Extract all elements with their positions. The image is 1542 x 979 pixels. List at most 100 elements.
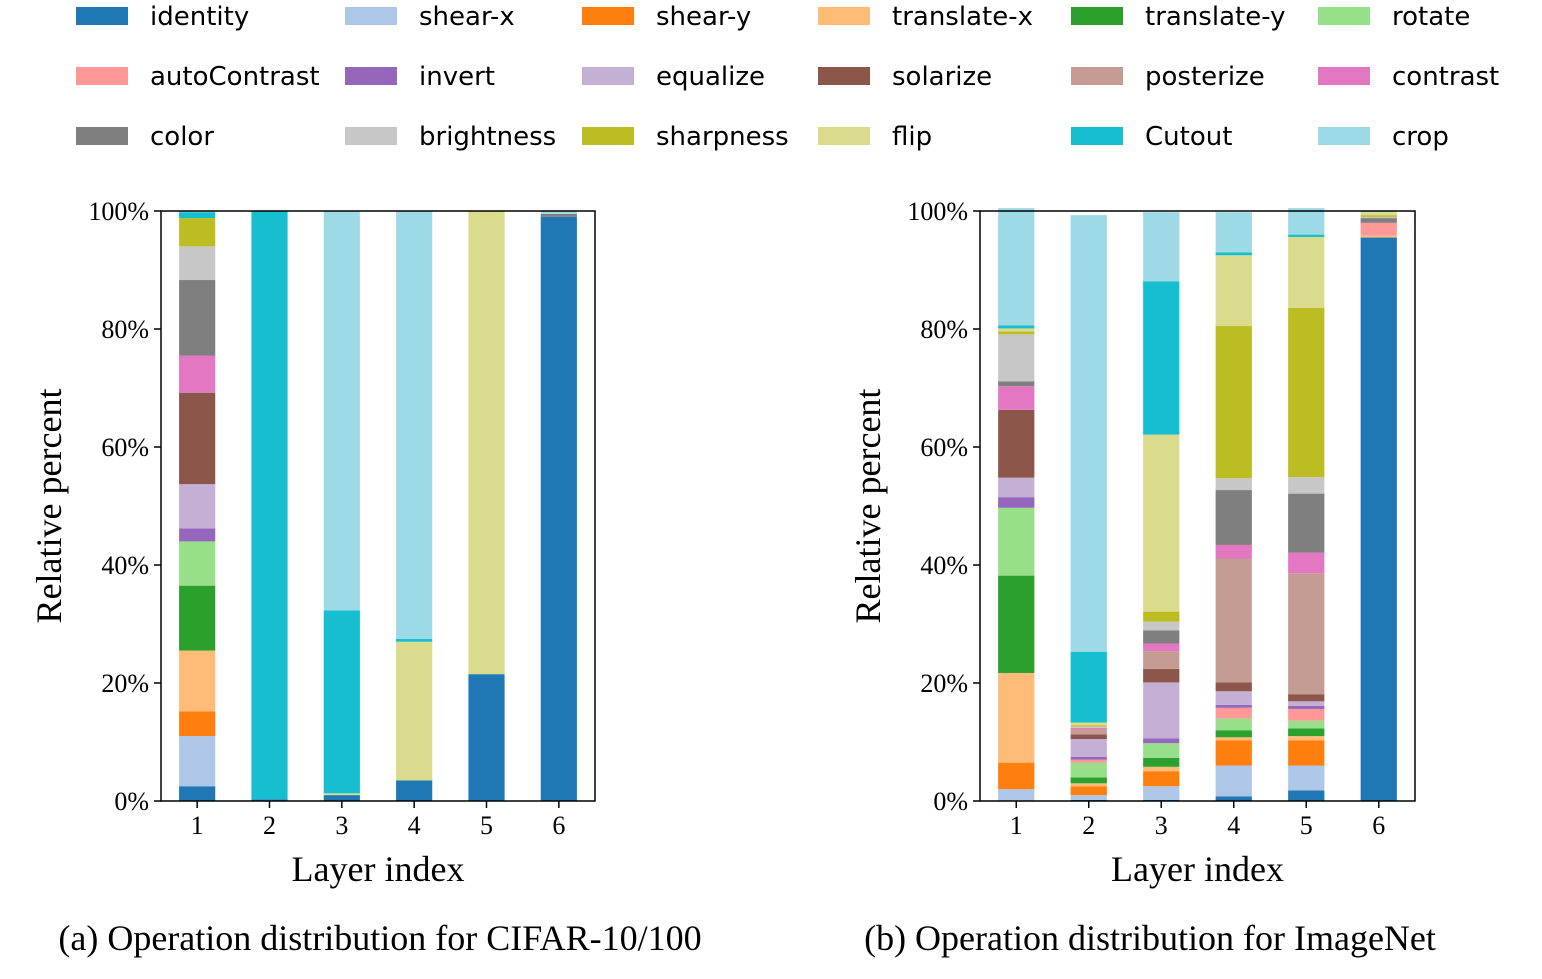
bar-segment-layer5-autocontrast [1288,708,1325,721]
bar-segment-layer1-color [998,381,1035,387]
bar-segment-layer1-shear-x [998,789,1035,801]
bar-segment-layer5-crop [1288,208,1325,235]
bar-segment-layer1-color [179,280,216,356]
legend-entry-translate-y: translate-y [1071,2,1286,32]
bar-segment-layer2-invert [1070,756,1107,760]
bar-segment-layer6-identity [1360,237,1397,802]
bar-segment-layer4-posterize [1215,558,1252,683]
legend-label-crop: crop [1392,122,1449,152]
legend-swatch-color [76,127,128,145]
legend-swatch-solarize [818,67,870,85]
bar-segment-layer3-rotate [1143,743,1180,758]
x-tick-label: 2 [1082,811,1095,840]
bar-segment-layer4-contrast [1215,544,1252,559]
bar-segment-layer1-shear-y [998,762,1035,790]
bar-segment-layer3-contrast [1143,643,1180,652]
bar-segment-layer3-brightness [1143,621,1180,631]
bar-segment-layer4-crop [1215,212,1252,253]
bar-segment-layer2-posterize [1070,729,1107,735]
bar-segment-layer4-color [1215,490,1252,545]
bar-segment-layer3-cutout [1143,281,1180,435]
bar-segment-layer2-brightness [1070,726,1107,728]
bar-segment-layer5-contrast [1288,552,1325,574]
legend-label-sharpness: sharpness [656,122,789,152]
bar-segment-layer6-flip [1360,212,1397,216]
x-tick-label: 1 [191,811,204,840]
legend-swatch-invert [345,67,397,85]
bar-segment-layer2-sharpness [1070,725,1107,727]
x-axis-label: Layer index [1111,849,1284,889]
bar-segment-layer1-sharpness [998,331,1035,335]
bar-segment-layer6-color [540,213,577,217]
legend-swatch-posterize [1071,67,1123,85]
y-tick-label: 40% [101,551,149,580]
y-tick-label: 80% [920,315,968,344]
bar-segment-layer3-shear-x [1143,786,1180,800]
bar-segment-layer1-rotate [179,541,216,586]
y-tick-label: 0% [933,787,968,816]
y-tick-label: 80% [101,315,149,344]
legend-label-shear-x: shear-x [419,2,515,32]
legend-entry-rotate: rotate [1318,2,1470,32]
x-tick-label: 6 [1372,811,1385,840]
bar-segment-layer3-sharpness [1143,611,1180,622]
bar-segment-layer5-color [1288,493,1325,553]
bar-segment-layer4-crop [396,211,433,639]
bar-segment-layer1-flip [998,328,1035,332]
bar-segment-layer4-identity [396,780,433,801]
y-tick-label: 60% [101,433,149,462]
bar-segment-layer6-translate-x [1360,235,1397,238]
y-tick-label: 100% [907,197,968,226]
plot-frame [979,210,1416,802]
bar-segment-layer3-cutout [323,610,360,794]
bar-segment-layer3-equalize [1143,682,1180,739]
legend-entry-flip: flip [818,122,932,152]
legend-swatch-contrast [1318,67,1370,85]
legend-entry-posterize: posterize [1071,62,1265,92]
y-tick-label: 0% [114,787,149,816]
legend-label-flip: flip [892,122,932,152]
bar-segment-layer1-equalize [179,484,216,529]
legend-swatch-flip [818,127,870,145]
chart-imagenet: 0% 20% 40% 60% 80% 100% 1 2 3 4 5 6 Layer index Relat… [848,197,1436,958]
legend-swatch-identity [76,7,128,25]
bar-segment-layer3-flip [1143,434,1180,612]
bar-segment-layer3-invert [1143,738,1180,744]
bar-segment-layer4-rotate [1215,718,1252,731]
y-tick-label: 40% [920,551,968,580]
bar-segment-layer3-color [1143,630,1180,644]
bar-segment-layer3-translate-y [1143,757,1180,767]
bar-segment-layer6-crop [540,211,577,214]
legend-entry-translate-x: translate-x [818,2,1033,32]
bar-segment-layer6-identity [540,216,577,801]
bar-segment-layer5-posterize [1288,573,1325,695]
bar-segment-layer2-translate-y [1070,777,1107,784]
y-axis-label: Relative percent [29,389,69,624]
legend-label-shear-y: shear-y [656,2,751,32]
legend-swatch-shear-y [582,7,634,25]
chart-cifar: 0% 20% 40% 60% 80% 100% 1 2 3 4 5 6 Layer index Relat… [29,197,702,958]
x-tick-label: 5 [480,811,493,840]
bar-segment-layer4-cutout [1215,252,1252,256]
bar-segment-layer1-brightness [998,334,1035,382]
legend-swatch-sharpness [582,127,634,145]
bar-segment-layer1-equalize [998,477,1035,498]
bar-segment-layer4-shear-y [1215,740,1252,766]
x-tick-label: 5 [1300,811,1313,840]
legend-entry-invert: invert [345,62,495,92]
bar-segment-layer6-autocontrast [1360,222,1397,236]
bar-segment-layer5-shear-y [1288,740,1325,766]
bar-segment-layer2-translate-x [1070,783,1107,787]
bar-segment-layer1-translate-x [179,650,216,712]
legend-swatch-crop [1318,127,1370,145]
bar-segment-layer2-flip [1070,722,1107,726]
bar-segment-layer4-solarize [1215,682,1252,692]
bar-segment-layer5-sharpness [1288,307,1325,478]
bar-segment-layer3-crop [1143,212,1180,282]
bar-segment-layer5-flip [1288,236,1325,308]
bar-segment-layer1-translate-x [998,672,1035,763]
bar-segment-layer2-identity [251,799,288,801]
bar-segment-layer3-shear-y [1143,771,1180,787]
bar-segment-layer5-identity [1288,790,1325,801]
bar-segment-layer3-crop [323,211,360,611]
